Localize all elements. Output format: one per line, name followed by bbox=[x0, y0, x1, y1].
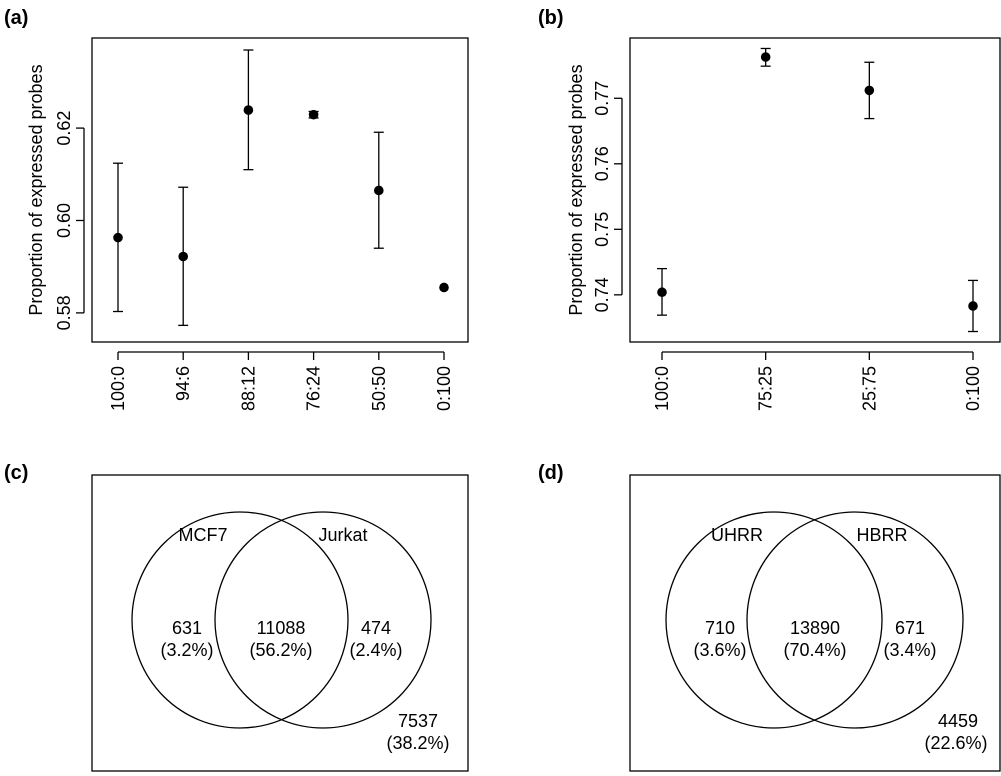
y-tick-label: 0.62 bbox=[54, 111, 74, 146]
x-tick-label: 75:25 bbox=[756, 366, 776, 411]
venn-d-both-pct: (70.4%) bbox=[783, 640, 846, 660]
y-tick-label: 0.77 bbox=[592, 81, 612, 116]
panel-c-label: (c) bbox=[4, 462, 28, 484]
data-point bbox=[113, 232, 123, 243]
venn-c-frame bbox=[91, 474, 469, 772]
venn-c-both-pct: (56.2%) bbox=[249, 640, 312, 660]
panel-d: (d) UHRR HBRR 710 (3.6%) 13890 (70.4%) 6… bbox=[538, 462, 1001, 772]
venn-d-frame bbox=[629, 474, 1001, 772]
data-point bbox=[760, 52, 771, 62]
y-tick-label: 0.58 bbox=[54, 295, 74, 330]
venn-d-neither-count: 4459 bbox=[938, 711, 978, 731]
panel-a-y-axis-title: Proportion of expressed probes bbox=[26, 64, 46, 315]
panel-d-label: (d) bbox=[538, 462, 564, 484]
panel-c: (c) MCF7 Jurkat 631 (3.2%) 11088 (56.2%)… bbox=[4, 462, 469, 772]
venn-c-right-circle bbox=[214, 511, 432, 729]
venn-d-left-only-count: 710 bbox=[705, 618, 735, 638]
panel-b-x-axis: 100:0 75:25 25:75 0:100 bbox=[652, 351, 983, 411]
venn-c-neither-pct: (38.2%) bbox=[386, 733, 449, 753]
panel-b-y-axis-title: Proportion of expressed probes bbox=[566, 64, 586, 315]
venn-d-right-circle bbox=[746, 511, 964, 729]
data-point bbox=[968, 301, 978, 311]
venn-d-right-only-count: 671 bbox=[895, 618, 925, 638]
venn-c-left-only-pct: (3.2%) bbox=[160, 640, 213, 660]
data-point bbox=[657, 287, 667, 298]
venn-c-both-count: 11088 bbox=[257, 618, 306, 638]
x-tick-label: 25:75 bbox=[859, 366, 879, 411]
panel-b-data-marks bbox=[657, 47, 978, 333]
venn-c-neither-count: 7537 bbox=[398, 711, 438, 731]
data-point bbox=[243, 105, 254, 115]
y-tick-label: 0.60 bbox=[54, 203, 74, 238]
venn-d-left-only-pct: (3.6%) bbox=[693, 640, 746, 660]
panel-a: (a) 0.58 0.60 0.62 100:0 94:6 88:12 76:24 50:5… bbox=[4, 7, 469, 411]
venn-d-both-count: 13890 bbox=[790, 618, 840, 638]
panel-a-label: (a) bbox=[4, 7, 28, 29]
panel-a-x-axis: 100:0 94:6 88:12 76:24 50:50 0:100 bbox=[108, 351, 454, 411]
venn-c-right-only-pct: (2.4%) bbox=[349, 640, 402, 660]
data-point bbox=[864, 85, 875, 96]
venn-d-neither-pct: (22.6%) bbox=[924, 733, 987, 753]
x-tick-label: 0:100 bbox=[434, 366, 454, 411]
panel-b-label: (b) bbox=[538, 7, 564, 29]
x-tick-label: 94:6 bbox=[173, 366, 193, 401]
venn-c-left-only-count: 631 bbox=[172, 618, 202, 638]
data-point bbox=[308, 109, 319, 120]
panel-b-plot-frame bbox=[629, 37, 1001, 343]
x-tick-label: 0:100 bbox=[963, 366, 983, 411]
y-tick-label: 0.74 bbox=[592, 277, 612, 312]
x-tick-label: 100:0 bbox=[108, 366, 128, 411]
x-tick-label: 88:12 bbox=[238, 366, 258, 411]
y-tick-label: 0.76 bbox=[592, 146, 612, 181]
panel-b: (b) 0.74 0.75 0.76 0.77 100:0 75:25 25:75 0:10… bbox=[538, 7, 1001, 411]
x-tick-label: 50:50 bbox=[369, 366, 389, 411]
venn-c-right-set-label: Jurkat bbox=[318, 525, 367, 545]
data-point bbox=[374, 185, 384, 196]
venn-c-left-set-label: MCF7 bbox=[179, 525, 228, 545]
y-tick-label: 0.75 bbox=[592, 212, 612, 247]
venn-d-left-set-label: UHRR bbox=[711, 525, 763, 545]
panel-b-y-axis: 0.74 0.75 0.76 0.77 bbox=[592, 81, 623, 312]
venn-c-left-circle bbox=[131, 511, 349, 729]
data-point bbox=[439, 282, 449, 293]
panel-a-data-marks bbox=[113, 49, 449, 327]
venn-d-right-only-pct: (3.4%) bbox=[883, 640, 936, 660]
x-tick-label: 76:24 bbox=[304, 366, 324, 411]
panel-a-y-axis: 0.58 0.60 0.62 bbox=[54, 111, 85, 330]
venn-d-right-set-label: HBRR bbox=[856, 525, 907, 545]
venn-d-left-circle bbox=[665, 511, 883, 729]
data-point bbox=[178, 251, 188, 262]
venn-c-right-only-count: 474 bbox=[361, 618, 391, 638]
panel-a-plot-frame bbox=[91, 37, 469, 343]
x-tick-label: 100:0 bbox=[652, 366, 672, 411]
